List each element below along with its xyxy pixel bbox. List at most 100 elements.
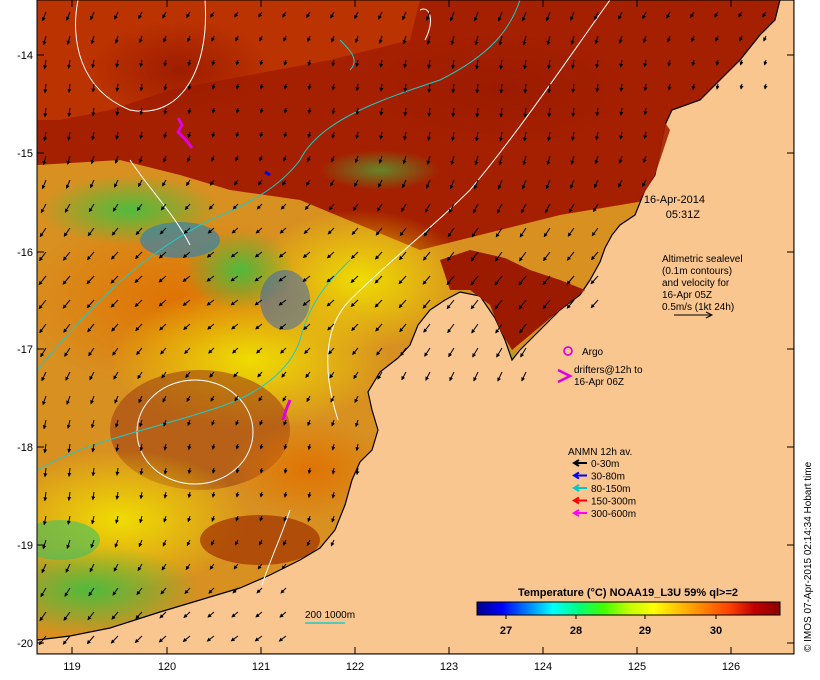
velocity-arrow [400,347,407,357]
velocity-arrow [763,83,768,90]
velocity-arrow [208,203,215,210]
latitude-axis: -14 -15 -16 -17 -18 -19 -20 [17,50,794,650]
lat-tick-label: -18 [17,442,33,454]
velocity-arrow [40,347,47,358]
velocity-arrow [302,275,311,282]
lat-tick-label: -19 [17,540,33,552]
anmn-item-label: 0-30m [591,459,619,470]
velocity-arrow [183,611,191,619]
velocity-arrow [159,323,167,331]
argo-legend: Argo drifters@12h to 16-Apr 06Z [557,346,643,388]
velocity-arrow [422,251,431,261]
velocity-arrow [470,299,479,310]
velocity-arrow [446,275,455,286]
velocity-arrow [235,515,240,522]
velocity-arrow [523,83,528,94]
velocity-arrow [643,107,648,116]
velocity-arrow [449,371,455,382]
anmn-title: ANMN 12h av. [568,447,632,458]
lon-tick-label: 120 [158,661,176,673]
velocity-arrow [42,395,47,406]
velocity-arrow [571,107,576,117]
velocity-arrow [114,539,119,548]
velocity-arrow [41,11,47,22]
velocity-arrow [62,275,71,285]
velocity-arrow [379,59,384,68]
velocity-arrow [64,587,71,597]
velocity-arrow [163,107,168,115]
velocity-arrow [231,611,239,618]
velocity-arrow [494,275,503,286]
velocity-arrow [161,371,167,379]
velocity-arrow [495,227,503,238]
velocity-arrow [91,59,96,69]
velocity-arrow [158,299,167,307]
velocity-arrow [329,371,335,379]
velocity-arrow [402,11,407,21]
longitude-axis: 119 120 121 122 123 124 125 126 [63,0,740,673]
velocity-arrow [451,107,456,118]
velocity-arrow [546,35,551,46]
velocity-arrow [403,131,408,141]
velocity-arrow [280,587,287,594]
velocity-arrow [67,443,72,453]
velocity-arrow [231,227,239,234]
velocity-arrow [86,275,95,285]
velocity-arrow [43,107,48,118]
velocity-arrow [115,107,120,116]
velocity-arrow [593,179,599,189]
velocity-arrow [542,275,551,286]
velocity-arrow [590,275,599,285]
velocity-arrow [331,35,335,43]
velocity-arrow [66,11,71,21]
velocity-arrow [254,299,263,306]
velocity-arrow [355,59,360,68]
velocity-arrow [451,131,455,142]
velocity-arrow [497,179,503,190]
velocity-arrow [398,275,407,285]
velocity-arrow [211,155,215,162]
velocity-arrow [331,419,335,427]
velocity-arrow [112,203,119,212]
velocity-arrow [449,11,455,22]
velocity-arrow [426,35,431,45]
velocity-arrow [331,131,336,139]
velocity-arrow [139,515,144,524]
velocity-arrow [135,227,143,236]
velocity-arrow [87,611,95,621]
velocity-arrow [43,59,48,70]
velocity-arrow [497,11,503,22]
velocity-arrow [302,299,311,306]
velocity-arrow [618,155,623,164]
velocity-arrow [423,227,431,237]
velocity-arrow [330,11,335,19]
velocity-arrow [230,275,239,282]
velocity-arrow [43,131,47,142]
velocity-arrow [402,155,407,165]
velocity-arrow [691,59,696,67]
altimetry-line: 0.5m/s (1kt 24h) [662,302,734,313]
velocity-arrow [211,131,216,138]
velocity-arrow [353,371,359,380]
velocity-arrow [111,611,119,620]
velocity-arrow [210,539,215,546]
velocity-arrow [235,83,240,90]
velocity-arrow [522,155,527,166]
velocity-arrow [111,323,119,332]
drifter-label: drifters@12h to [574,365,643,376]
velocity-arrow [283,443,288,450]
velocity-arrow [495,323,503,334]
velocity-arrow [135,611,143,620]
velocity-arrow [110,299,119,308]
velocity-arrow [43,83,48,94]
colorbar-tick-label: 28 [570,625,582,637]
velocity-arrow [235,107,240,114]
velocity-arrow [158,635,167,643]
velocity-arrow [329,179,335,187]
velocity-arrow [278,251,287,258]
velocity-arrow [619,107,624,116]
velocity-arrow [255,611,263,618]
velocity-arrow [425,179,431,189]
velocity-arrow [89,371,95,381]
velocity-arrow [187,59,192,67]
